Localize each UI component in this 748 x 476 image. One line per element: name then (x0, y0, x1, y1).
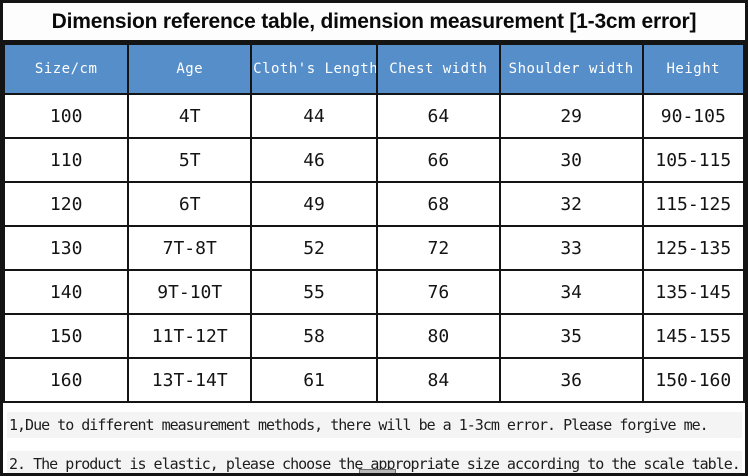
table-cell: 6T (127, 181, 253, 227)
table-cell: 72 (375, 225, 501, 271)
column-header: Shoulder width (498, 43, 644, 95)
table-cell: 125-135 (641, 225, 745, 271)
table-cell: 4T (127, 93, 253, 139)
table-cell: 110 (3, 137, 130, 183)
table-cell: 7T-8T (127, 225, 253, 271)
table-body: 100 4T 44 64 29 90-105 110 5T 46 66 30 105-115 120 6T… (3, 93, 745, 403)
table-row: 140 9T-10T 55 76 34 135-145 (3, 269, 745, 315)
table-row: 110 5T 46 66 30 105-115 (3, 137, 745, 183)
table-cell: 32 (498, 181, 644, 227)
table-cell: 120 (3, 181, 130, 227)
cropped-element-artifact (359, 469, 396, 473)
table-cell: 145-155 (641, 313, 745, 359)
table-row: 150 11T-12T 58 80 35 145-155 (3, 313, 745, 359)
table-cell: 76 (375, 269, 501, 315)
table-cell: 100 (3, 93, 130, 139)
table-cell: 34 (498, 269, 644, 315)
notes-section: 1,Due to different measurement methods, … (3, 403, 745, 473)
table-cell: 66 (375, 137, 501, 183)
table-cell: 61 (250, 357, 378, 403)
size-table: Size/cm Age Cloth's Length Chest width Shoul… (3, 43, 745, 403)
table-cell: 90-105 (641, 93, 745, 139)
column-header: Age (127, 43, 253, 95)
column-header: Cloth's Length (250, 43, 378, 95)
page-title: Dimension reference table, dimension mea… (51, 9, 697, 33)
note-line: 2. The product is elastic, please choose… (7, 451, 742, 473)
table-row: 130 7T-8T 52 72 33 125-135 (3, 225, 745, 271)
table-cell: 49 (250, 181, 378, 227)
table-row: 120 6T 49 68 32 115-125 (3, 181, 745, 227)
table-cell: 84 (375, 357, 501, 403)
table-cell: 36 (498, 357, 644, 403)
table-cell: 33 (498, 225, 644, 271)
table-cell: 115-125 (641, 181, 745, 227)
column-header: Size/cm (3, 43, 130, 95)
table-cell: 150 (3, 313, 130, 359)
table-cell: 13T-14T (127, 357, 253, 403)
table-cell: 9T-10T (127, 269, 253, 315)
table-cell: 68 (375, 181, 501, 227)
header-row: Size/cm Age Cloth's Length Chest width Shoul… (3, 43, 745, 95)
table-cell: 140 (3, 269, 130, 315)
table-cell: 5T (127, 137, 253, 183)
table-cell: 64 (375, 93, 501, 139)
table-row: 160 13T-14T 61 84 36 150-160 (3, 357, 745, 403)
column-header: Chest width (375, 43, 501, 95)
table-row: 100 4T 44 64 29 90-105 (3, 93, 745, 139)
table-cell: 150-160 (641, 357, 745, 403)
table-cell: 160 (3, 357, 130, 403)
table-cell: 44 (250, 93, 378, 139)
table-cell: 52 (250, 225, 378, 271)
table-cell: 46 (250, 137, 378, 183)
table-cell: 11T-12T (127, 313, 253, 359)
table-cell: 135-145 (641, 269, 745, 315)
table-cell: 130 (3, 225, 130, 271)
title-bar: Dimension reference table, dimension mea… (3, 3, 745, 43)
table-cell: 30 (498, 137, 644, 183)
table-cell: 35 (498, 313, 644, 359)
note-line: 1,Due to different measurement methods, … (7, 412, 742, 439)
table-cell: 58 (250, 313, 378, 359)
table-cell: 55 (250, 269, 378, 315)
column-header: Height (641, 43, 745, 95)
table-cell: 29 (498, 93, 644, 139)
table-cell: 80 (375, 313, 501, 359)
table-cell: 105-115 (641, 137, 745, 183)
